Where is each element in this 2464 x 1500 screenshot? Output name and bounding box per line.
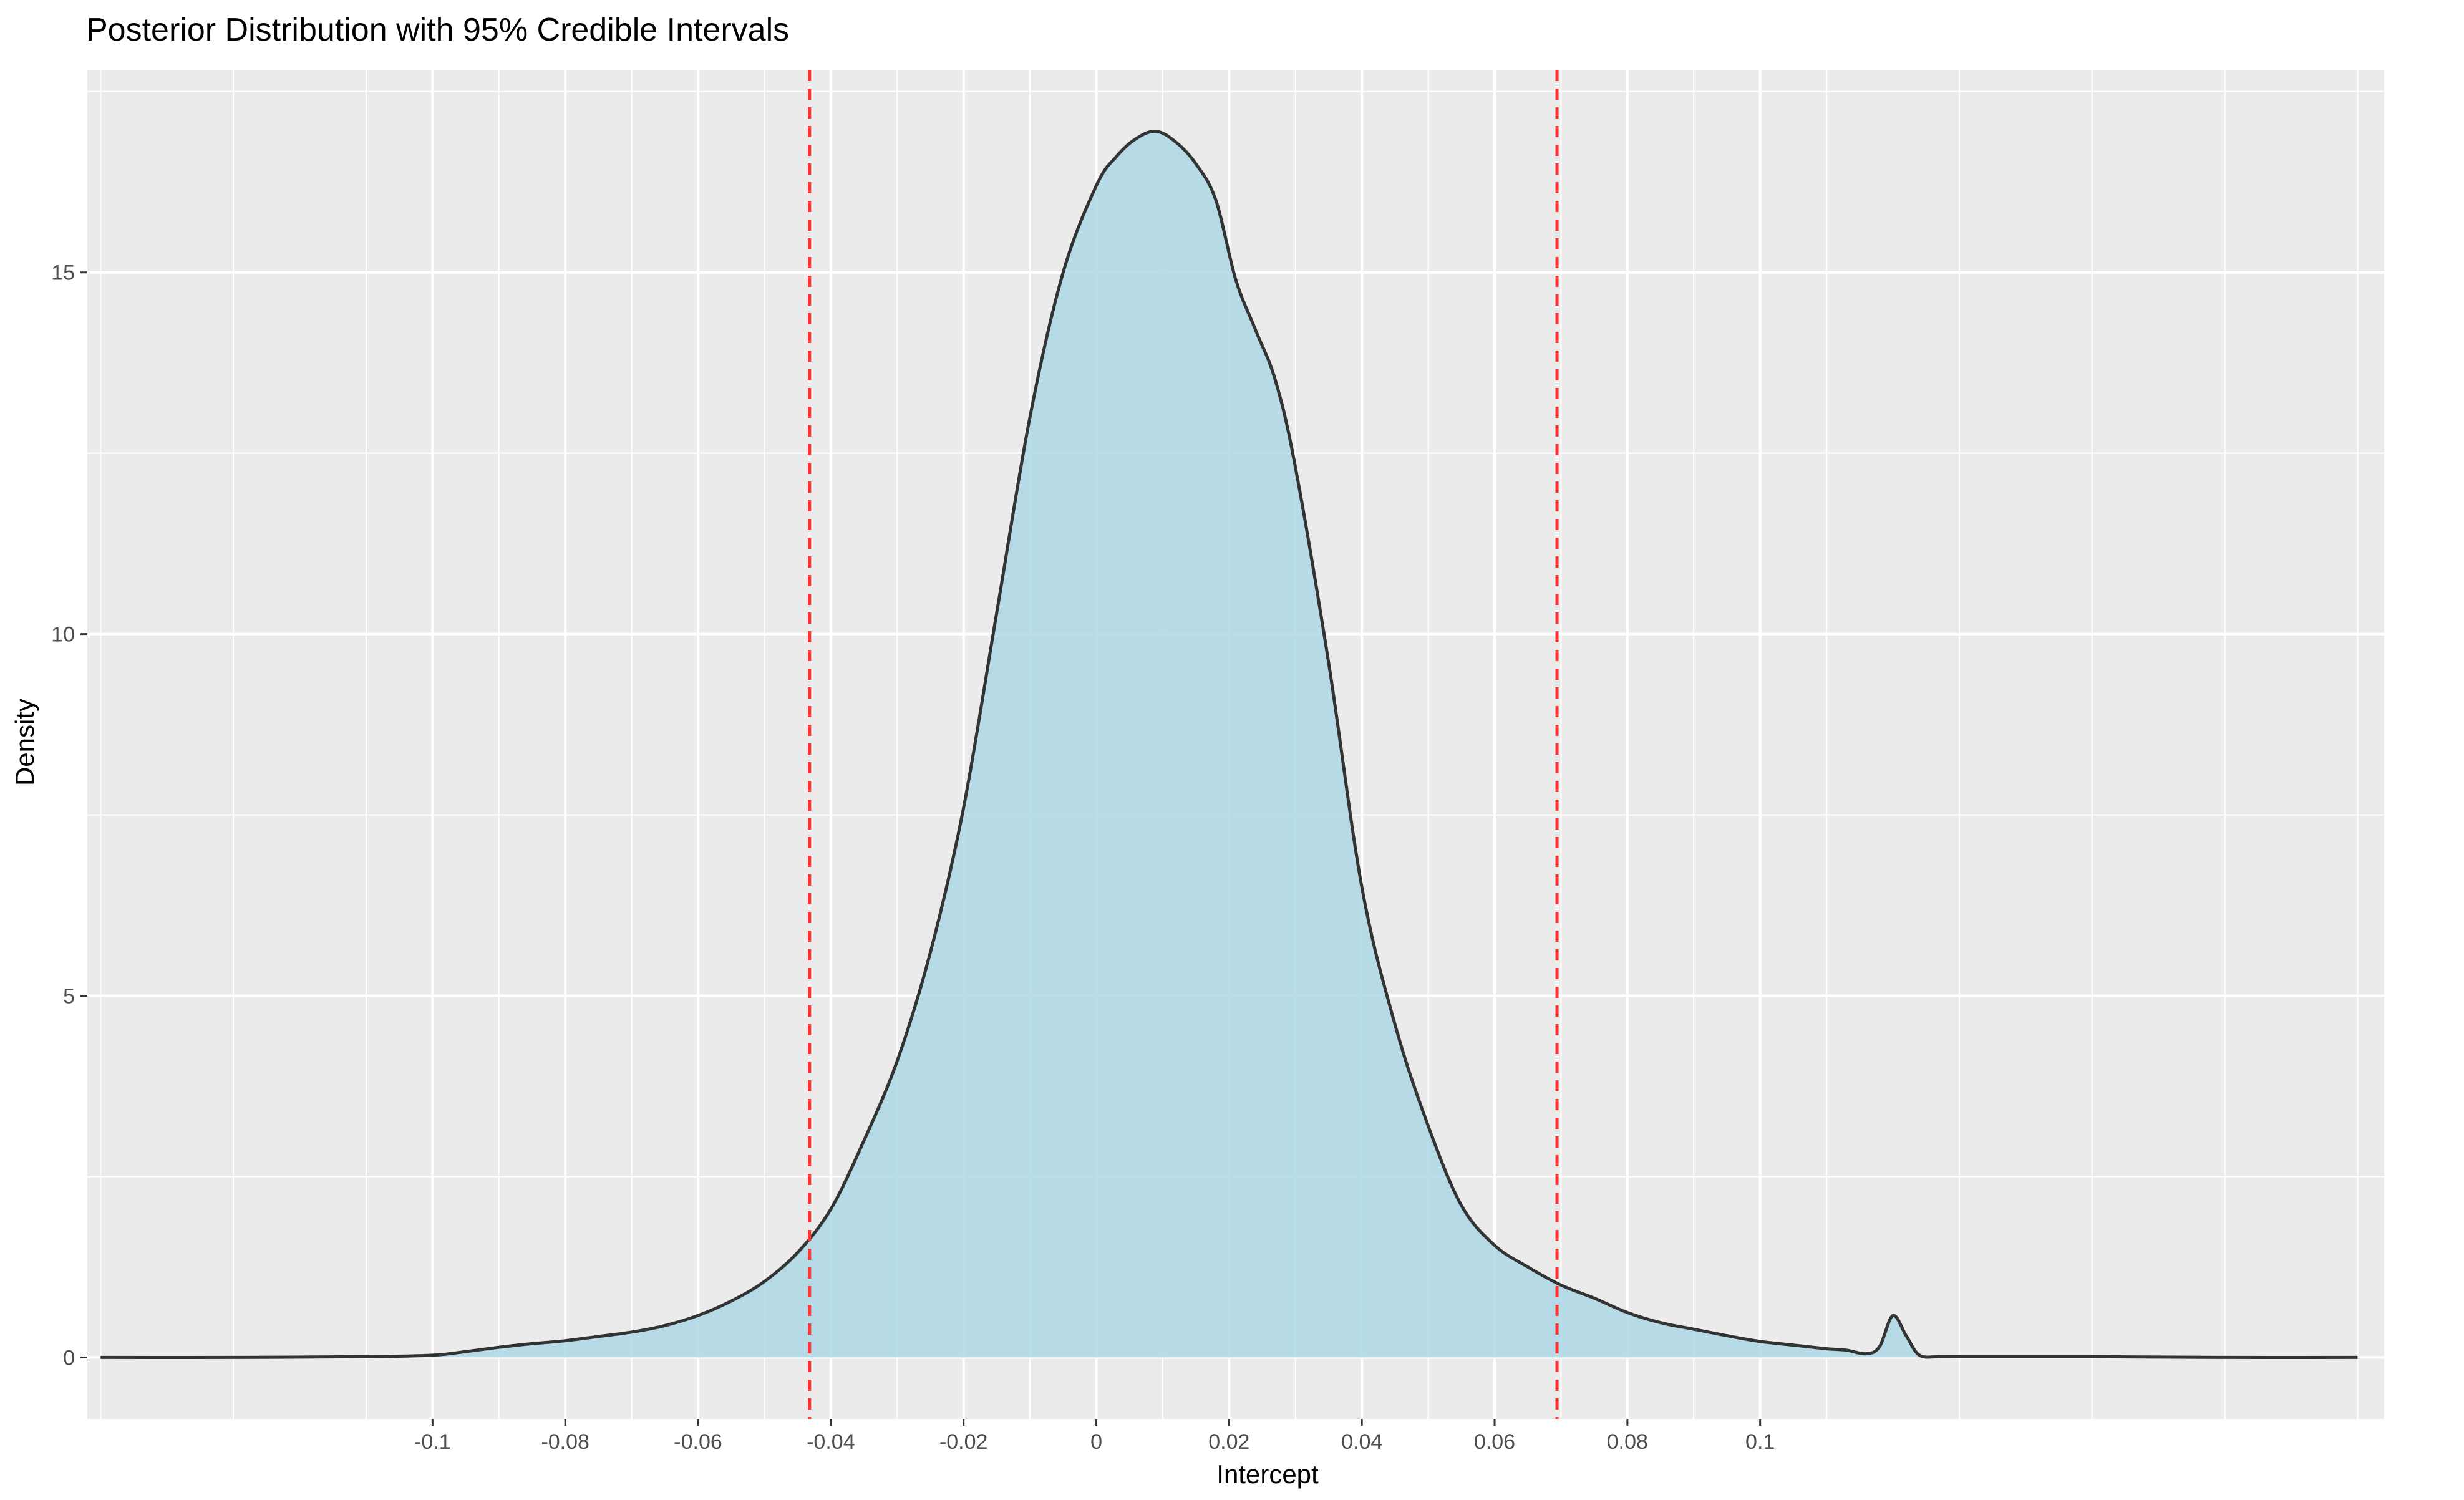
x-tick-label: 0.08 — [1607, 1430, 1648, 1454]
y-tick-label: 0 — [63, 1346, 75, 1370]
x-axis-title: Intercept — [1216, 1459, 1319, 1489]
x-tick-label: 0.06 — [1474, 1430, 1515, 1454]
y-tick-label: 15 — [51, 261, 75, 285]
x-tick-label: -0.06 — [674, 1430, 722, 1454]
density-area — [100, 131, 2358, 1358]
x-tick-label: 0.1 — [1745, 1430, 1775, 1454]
x-tick-label: -0.08 — [541, 1430, 589, 1454]
density-line — [100, 130, 2358, 1359]
y-tick-label: 5 — [63, 985, 75, 1009]
x-tick-label: 0 — [1090, 1430, 1102, 1454]
y-tick-label: 10 — [51, 623, 75, 647]
y-axis-title: Density — [10, 699, 39, 786]
x-tick-label: -0.02 — [939, 1430, 988, 1454]
chart-title: Posterior Distribution with 95% Credible… — [86, 12, 790, 48]
x-tick-label: -0.04 — [807, 1430, 855, 1454]
x-axis-ticks: -0.1 -0.08 -0.06 -0.04 -0.02 0 0.02 0.04 0.06 0.0… — [414, 1419, 1775, 1454]
x-tick-label: 0.02 — [1208, 1430, 1249, 1454]
y-axis-ticks: 0 5 10 15 — [51, 261, 87, 1370]
x-tick-label: 0.04 — [1341, 1430, 1382, 1454]
x-tick-label: -0.1 — [414, 1430, 451, 1454]
